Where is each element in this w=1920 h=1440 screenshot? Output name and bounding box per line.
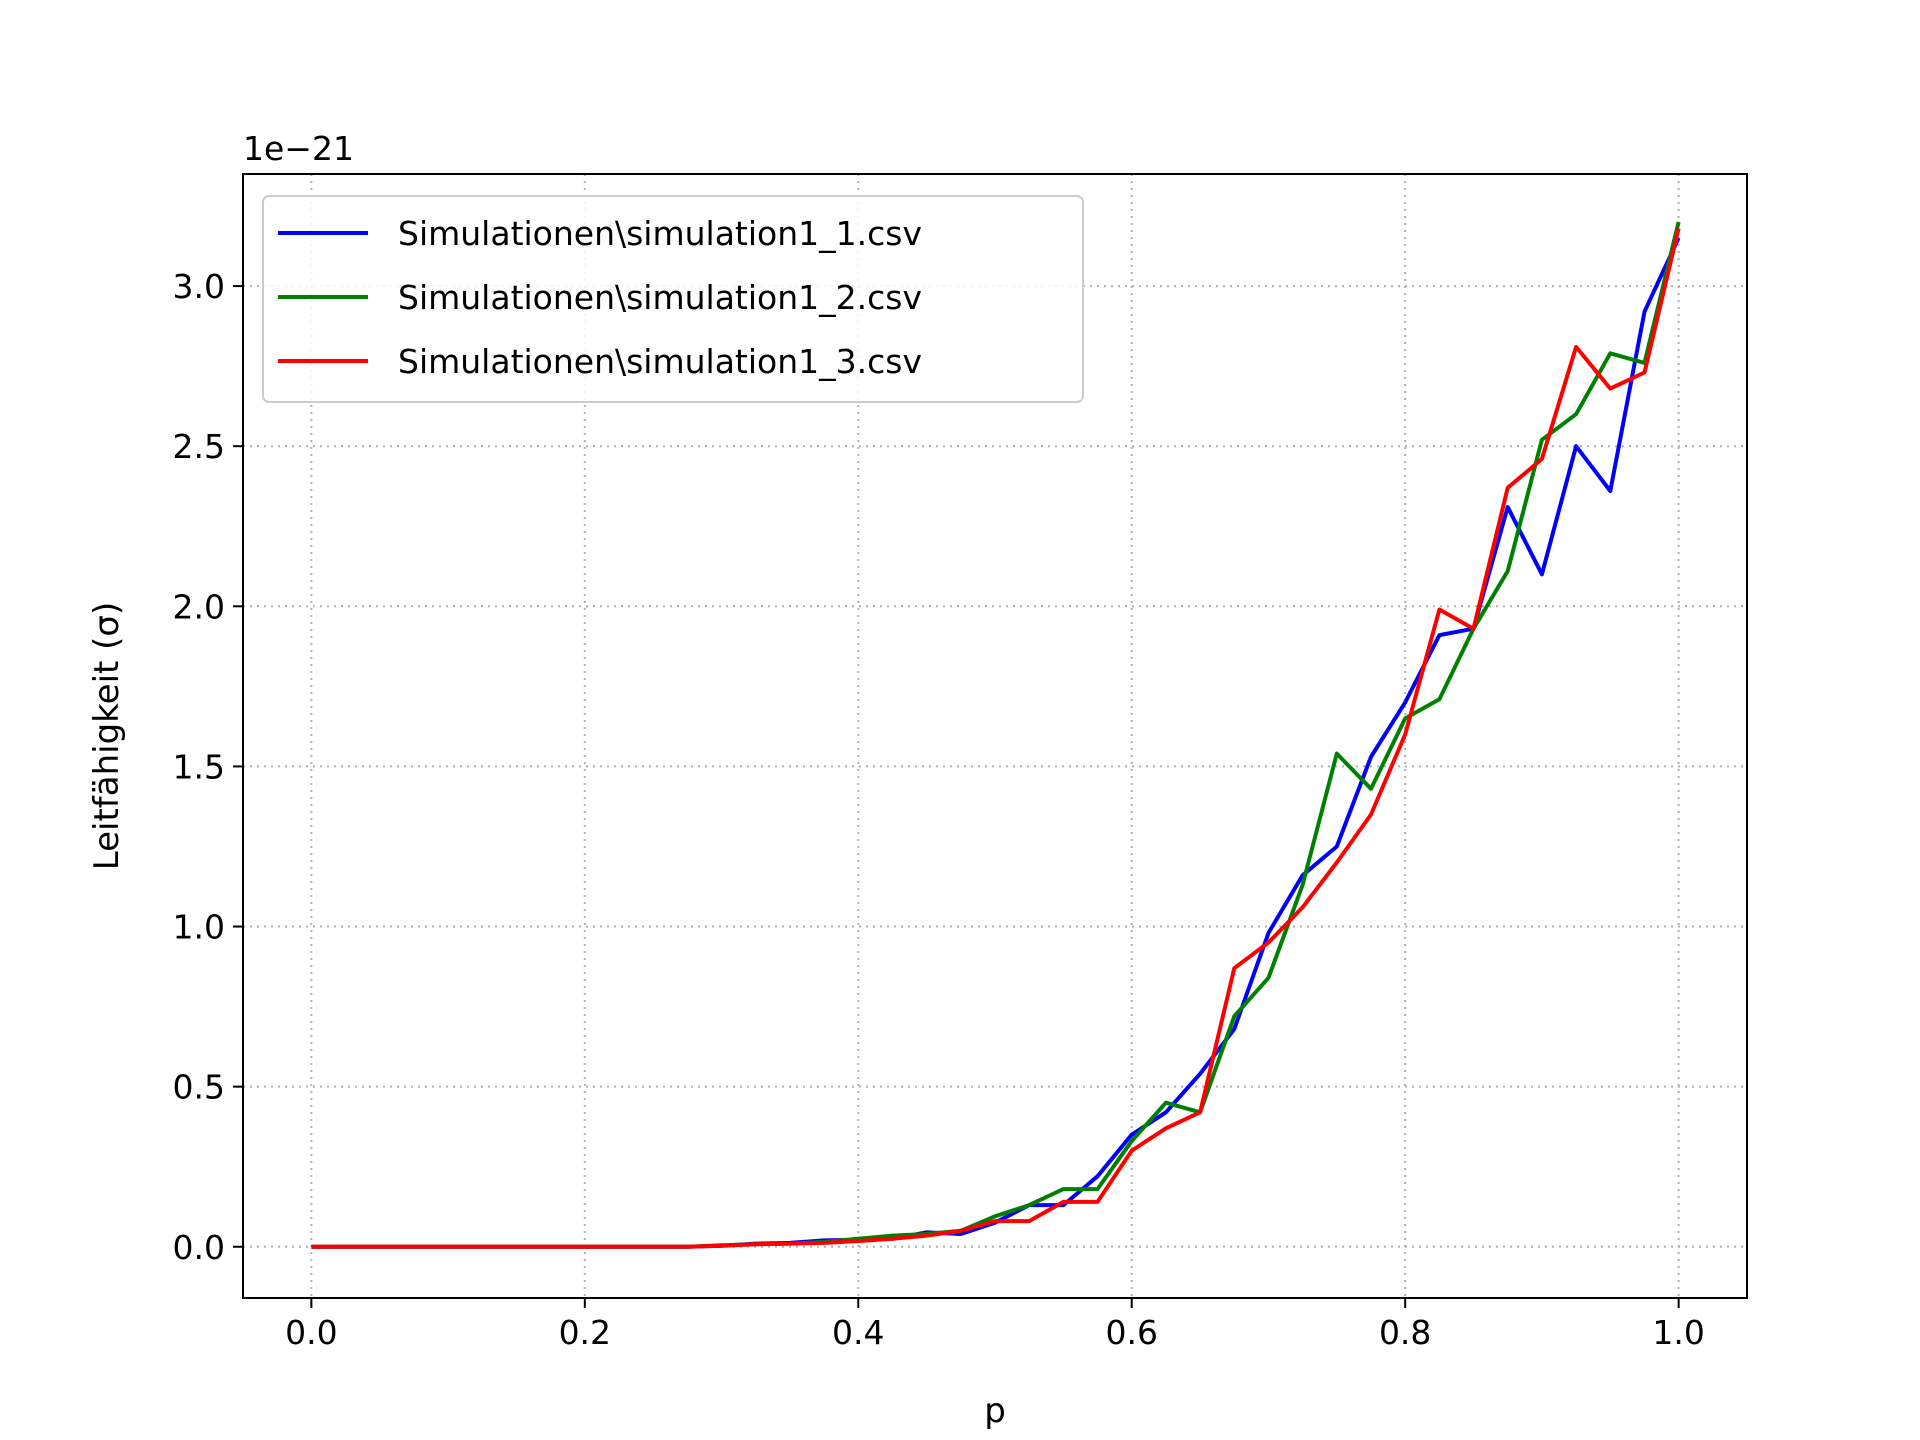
- x-tick-label: 0.8: [1379, 1313, 1431, 1352]
- y-tick-label: 0.5: [173, 1068, 225, 1107]
- y-axis: 0.0 0.5 1.0 1.5 2.0 2.5 3.0: [173, 267, 243, 1267]
- legend-label-3: Simulationen\simulation1_3.csv: [398, 342, 922, 381]
- plot-frame: [242, 173, 1748, 1299]
- y-tick-label: 1.0: [173, 908, 225, 947]
- y-offset-label: 1e−21: [243, 129, 354, 168]
- legend-label-1: Simulationen\simulation1_1.csv: [398, 214, 922, 253]
- legend: Simulationen\simulation1_1.csv Simulation…: [262, 195, 1084, 403]
- y-axis-label: Leitfähigkeit (σ): [87, 602, 127, 870]
- y-tick-label: 2.5: [173, 427, 225, 466]
- legend-box: [262, 195, 1084, 403]
- y-tick-label: 2.0: [173, 587, 225, 626]
- x-tick-label: 0.4: [832, 1313, 884, 1352]
- x-tick-label: 0.0: [285, 1313, 337, 1352]
- series-lines: [311, 221, 1681, 1249]
- x-tick-label: 1.0: [1652, 1313, 1704, 1352]
- x-tick-label: 0.6: [1105, 1313, 1157, 1352]
- series-line-3: [311, 227, 1681, 1249]
- y-tick-label: 1.5: [173, 747, 225, 786]
- x-axis: 0.0 0.2 0.4 0.6 0.8 1.0: [285, 1298, 1705, 1352]
- x-tick-label: 0.2: [559, 1313, 611, 1352]
- y-tick-label: 0.0: [173, 1228, 225, 1267]
- x-axis-label: p: [984, 1391, 1006, 1431]
- y-tick-label: 3.0: [173, 267, 225, 306]
- legend-label-2: Simulationen\simulation1_2.csv: [398, 278, 922, 317]
